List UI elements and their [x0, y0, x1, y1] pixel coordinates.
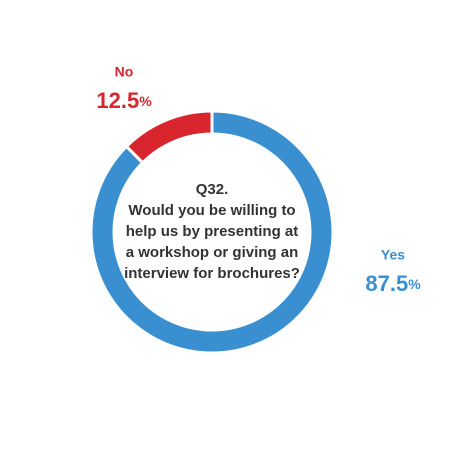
value-label: 87.5% [365, 271, 421, 296]
center-title: Q32. [196, 181, 229, 198]
center-title: Would you be willing to [128, 202, 295, 219]
center-title: interview for brochures? [124, 265, 300, 282]
center-title: a workshop or giving an [126, 244, 299, 261]
center-title: help us by presenting at [126, 223, 299, 240]
category-label: Yes [381, 247, 405, 263]
donut-slice [89, 109, 335, 355]
value-label: 12.5% [96, 88, 152, 113]
category-label: No [115, 64, 134, 80]
donut-slice [124, 109, 214, 165]
